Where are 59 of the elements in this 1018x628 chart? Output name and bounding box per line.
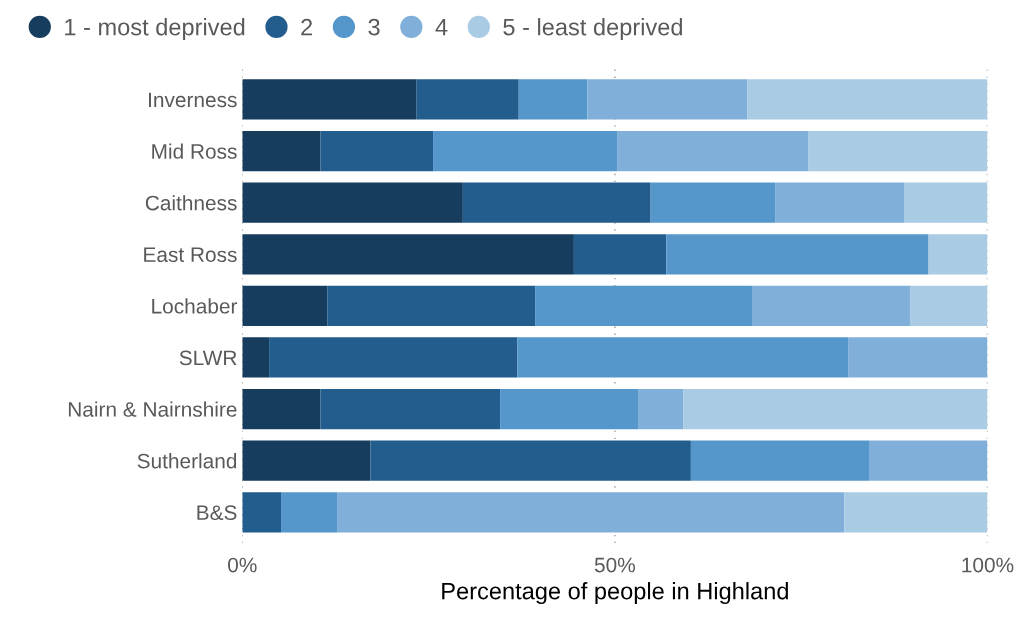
bar	[337, 492, 845, 533]
y-tick-label: East Ross	[144, 247, 237, 263]
bar	[587, 79, 748, 120]
bar	[433, 130, 618, 172]
bar	[868, 440, 988, 481]
bar	[638, 388, 684, 430]
bar	[281, 492, 338, 533]
x-tick-label: 100%	[962, 557, 1014, 573]
bar	[416, 79, 519, 120]
bar	[242, 130, 321, 172]
y-tick-label: Inverness	[149, 92, 237, 108]
bar	[462, 182, 651, 223]
legend-label: 2	[301, 18, 313, 36]
bar	[242, 337, 270, 378]
bar	[747, 79, 988, 120]
legend-label: 4	[435, 18, 448, 36]
bar	[517, 337, 849, 378]
bar	[690, 440, 869, 481]
bar	[242, 492, 282, 533]
bar	[518, 79, 588, 120]
bar	[848, 337, 988, 378]
bar	[683, 388, 988, 430]
bar	[928, 234, 988, 275]
y-tick-label: Sutherland	[137, 453, 237, 469]
bar	[573, 234, 667, 275]
bar	[327, 285, 536, 326]
y-tick-label: Lochaber	[152, 298, 238, 314]
y-tick-label: Caithness	[145, 195, 237, 211]
bar	[844, 492, 988, 533]
y-tick-label: B&S	[197, 505, 237, 521]
bar	[242, 388, 321, 430]
bar	[666, 234, 929, 275]
bar	[370, 440, 691, 481]
bar	[751, 285, 910, 326]
x-tick-label: 0%	[228, 557, 257, 573]
legend-label: 5 - least deprived	[503, 18, 682, 41]
bar	[808, 130, 988, 172]
bar	[242, 79, 417, 120]
legend-label: 3	[368, 18, 380, 36]
x-axis-title: Percentage of people in Highland	[442, 582, 788, 605]
bar	[320, 130, 434, 172]
y-tick-label: Mid Ross	[152, 143, 237, 159]
bar	[617, 130, 809, 172]
y-tick-label: SLWR	[179, 350, 237, 366]
bar	[242, 285, 328, 326]
bar	[269, 337, 518, 378]
bar	[775, 182, 904, 223]
bar	[320, 388, 501, 430]
bar	[242, 182, 463, 223]
bar	[904, 182, 988, 223]
bar	[500, 388, 639, 430]
bar	[535, 285, 752, 326]
bar	[242, 234, 574, 275]
x-tick-label: 50%	[594, 557, 635, 573]
legend-label: 1 - most deprived	[65, 18, 245, 41]
bar	[650, 182, 776, 223]
bar	[909, 285, 988, 326]
bar	[242, 440, 371, 481]
y-tick-label: Nairn & Nairnshire	[68, 401, 237, 417]
